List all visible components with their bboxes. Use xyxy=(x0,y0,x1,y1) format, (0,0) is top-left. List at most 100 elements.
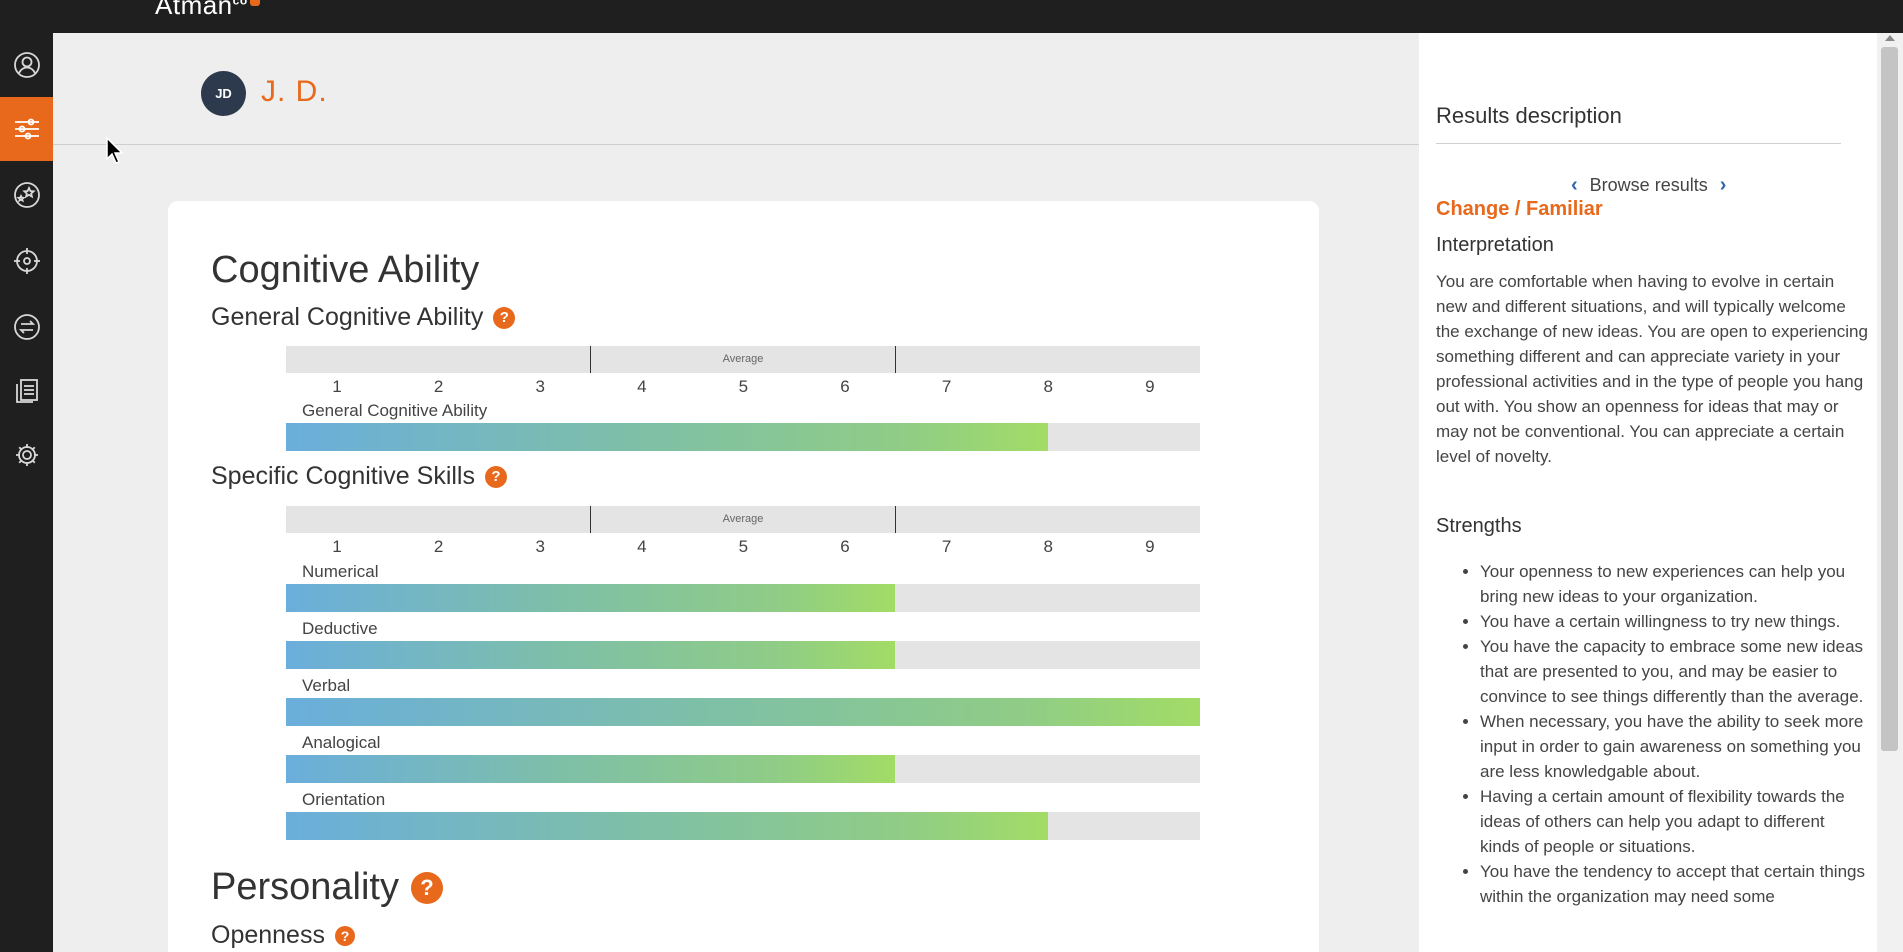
scrollbar[interactable] xyxy=(1877,33,1903,952)
strength-item: When necessary, you have the ability to … xyxy=(1480,709,1868,784)
scale-tick-label: 8 xyxy=(1043,377,1053,396)
panel-title: Results description xyxy=(1436,103,1622,128)
brand-name: Atman xyxy=(155,0,233,20)
avatar[interactable]: JD xyxy=(201,71,246,116)
gear-icon xyxy=(15,444,38,466)
score-bar-track xyxy=(286,698,1200,726)
score-bar-label: Verbal xyxy=(302,676,351,695)
general-cognitive-ability-title-text: General Cognitive Ability xyxy=(211,303,484,331)
sidebar-item-profile[interactable] xyxy=(0,33,53,97)
personality-title: Personality ? xyxy=(211,866,443,909)
help-icon[interactable]: ? xyxy=(493,306,516,329)
scale-tick-label: 6 xyxy=(840,377,850,396)
result-name: Change / Familiar xyxy=(1436,198,1603,220)
cognitive-ability-title: Cognitive Ability xyxy=(211,249,480,291)
score-bar-label: Deductive xyxy=(302,619,378,638)
stars-icon xyxy=(13,182,40,208)
strength-item: You have the capacity to embrace some ne… xyxy=(1480,634,1868,709)
interpretation-text: You are comfortable when having to evolv… xyxy=(1436,272,1868,466)
strength-item: Your openness to new experiences can hel… xyxy=(1480,559,1868,609)
score-bar-label: Numerical xyxy=(302,562,379,581)
previous-result-chevron-icon[interactable]: ‹ xyxy=(1571,174,1578,196)
documents-icon xyxy=(15,379,38,403)
score-bar-track xyxy=(286,584,1200,612)
specific-cognitive-skills-title-text: Specific Cognitive Skills xyxy=(211,462,475,490)
score-bar-track xyxy=(286,423,1200,451)
scale-ticks: 1 2 3 4 5 6 7 8 9 xyxy=(286,537,1200,559)
scroll-thumb[interactable] xyxy=(1881,47,1898,751)
score-bar-fill xyxy=(286,755,896,783)
score-bar-fill xyxy=(286,423,1048,451)
average-band: Average xyxy=(590,346,896,373)
compare-icon xyxy=(13,314,40,340)
scale-tick-label: 7 xyxy=(941,377,952,396)
sidebar-item-target[interactable] xyxy=(0,229,53,293)
scale-tick-label: 1 xyxy=(332,377,342,396)
help-icon[interactable]: ? xyxy=(410,871,443,904)
help-icon[interactable]: ? xyxy=(485,465,507,488)
sidebar-item-settings[interactable] xyxy=(0,423,53,487)
general-cognitive-ability-title: General Cognitive Ability ? xyxy=(211,303,516,332)
scale-tick-label: 1 xyxy=(332,537,342,556)
scale-tick-label: 6 xyxy=(840,537,850,556)
target-icon xyxy=(13,248,40,274)
scale-tick-label: 4 xyxy=(637,537,647,556)
score-scale: Average xyxy=(286,346,1200,373)
scale-tick-label: 5 xyxy=(738,377,749,396)
scale-tick-label: 9 xyxy=(1145,377,1155,396)
score-bar-fill xyxy=(286,641,896,669)
help-icon[interactable]: ? xyxy=(334,925,355,946)
results-description-panel: Results description ‹ Browse results › C… xyxy=(1419,33,1877,952)
score-bar-label: General Cognitive Ability xyxy=(302,401,488,420)
score-bar-fill xyxy=(286,812,1048,840)
score-bar-fill xyxy=(286,698,1200,726)
top-bar: Atmanco xyxy=(0,0,1903,33)
scale-tick-label: 2 xyxy=(433,537,444,556)
openness-title: Openness ? xyxy=(211,921,355,950)
score-bar-track xyxy=(286,755,1200,783)
scale-tick-label: 8 xyxy=(1043,537,1053,556)
scale-tick-label: 3 xyxy=(535,537,545,556)
sidebar-item-results[interactable] xyxy=(0,97,53,161)
strengths-heading: Strengths xyxy=(1436,515,1522,537)
openness-title-text: Openness xyxy=(211,921,325,949)
brand-superscript: co xyxy=(232,0,248,8)
scale-tick-label: 7 xyxy=(941,537,952,556)
scale-tick-label: 9 xyxy=(1145,537,1155,556)
scale-tick-label: 4 xyxy=(637,377,647,396)
browse-results: ‹ Browse results › xyxy=(1559,174,1738,197)
user-name: J. D. xyxy=(261,75,328,108)
browse-results-label: Browse results xyxy=(1589,175,1708,195)
scale-ticks: 1 2 3 4 5 6 7 8 9 xyxy=(286,377,1200,399)
results-card: Cognitive Ability General Cognitive Abil… xyxy=(168,201,1319,952)
mouse-cursor-icon xyxy=(106,137,124,164)
strength-item: Having a certain amount of flexibility t… xyxy=(1480,784,1868,859)
sidebar xyxy=(0,33,53,952)
strength-item: You have a certain willingness to try ne… xyxy=(1480,609,1868,634)
strength-item: You have the tendency to accept that cer… xyxy=(1480,859,1868,909)
sliders-icon xyxy=(14,118,39,140)
brand-logo[interactable]: Atmanco xyxy=(155,0,260,21)
score-bar-track xyxy=(286,812,1200,840)
profile-icon xyxy=(13,52,40,78)
score-bar-fill xyxy=(286,584,896,612)
score-bar-label: Orientation xyxy=(302,790,386,809)
sidebar-item-rankings[interactable] xyxy=(0,163,53,227)
strengths-list: Your openness to new experiences can hel… xyxy=(1436,559,1868,909)
profile-header: JD J. D. xyxy=(53,33,1419,145)
sidebar-item-compare[interactable] xyxy=(0,295,53,359)
specific-cognitive-skills-title: Specific Cognitive Skills ? xyxy=(211,462,507,491)
interpretation-heading: Interpretation xyxy=(1436,234,1554,256)
brand-mark xyxy=(249,0,260,6)
score-scale: Average xyxy=(286,506,1200,533)
scroll-up-arrow-icon[interactable] xyxy=(1885,35,1895,41)
score-bar-track xyxy=(286,641,1200,669)
scale-tick-label: 3 xyxy=(535,377,545,396)
scale-tick-label: 5 xyxy=(738,537,749,556)
sidebar-item-reports[interactable] xyxy=(0,359,53,423)
score-bar-label: Analogical xyxy=(302,733,381,752)
scale-tick-label: 2 xyxy=(433,377,444,396)
next-result-chevron-icon[interactable]: › xyxy=(1719,174,1727,196)
average-band: Average xyxy=(590,506,896,533)
personality-title-text: Personality xyxy=(211,866,399,908)
